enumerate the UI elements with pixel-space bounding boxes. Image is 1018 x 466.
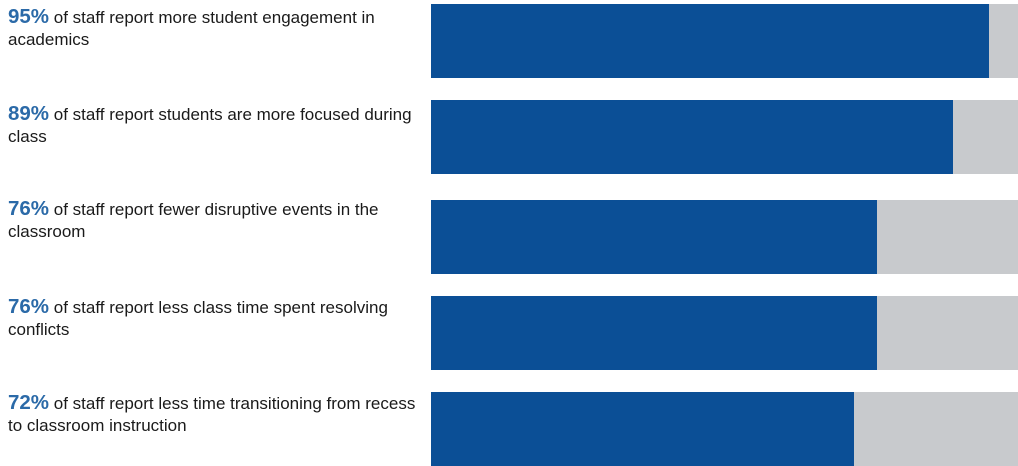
bar-label: 72% of staff report less time transition… <box>8 392 428 437</box>
statement-text: of staff report less class time spent re… <box>8 298 388 339</box>
bar-label: 95% of staff report more student engagem… <box>8 6 428 51</box>
bar-track <box>431 4 1018 78</box>
bar-fill <box>431 392 854 466</box>
bar-fill <box>431 4 989 78</box>
bar-fill <box>431 296 878 370</box>
statement-text: of staff report more student engagement … <box>8 8 375 49</box>
bar-track <box>431 296 1018 370</box>
bar-track <box>431 392 1018 466</box>
percent-value: 95% <box>8 5 50 28</box>
bar-track <box>431 100 1018 174</box>
percent-value: 76% <box>8 295 50 318</box>
percent-value: 76% <box>8 197 50 220</box>
statement-text: of staff report less time transitioning … <box>8 394 416 435</box>
bar-track <box>431 200 1018 274</box>
percent-value: 72% <box>8 391 50 414</box>
bar-fill <box>431 200 878 274</box>
bar-fill <box>431 100 954 174</box>
statement-text: of staff report fewer disruptive events … <box>8 200 379 241</box>
bar-label: 76% of staff report less class time spen… <box>8 296 428 341</box>
statement-text: of staff report students are more focuse… <box>8 105 412 146</box>
bar-label: 76% of staff report fewer disruptive eve… <box>8 198 428 243</box>
bar-label: 89% of staff report students are more fo… <box>8 103 428 148</box>
percent-value: 89% <box>8 102 50 125</box>
